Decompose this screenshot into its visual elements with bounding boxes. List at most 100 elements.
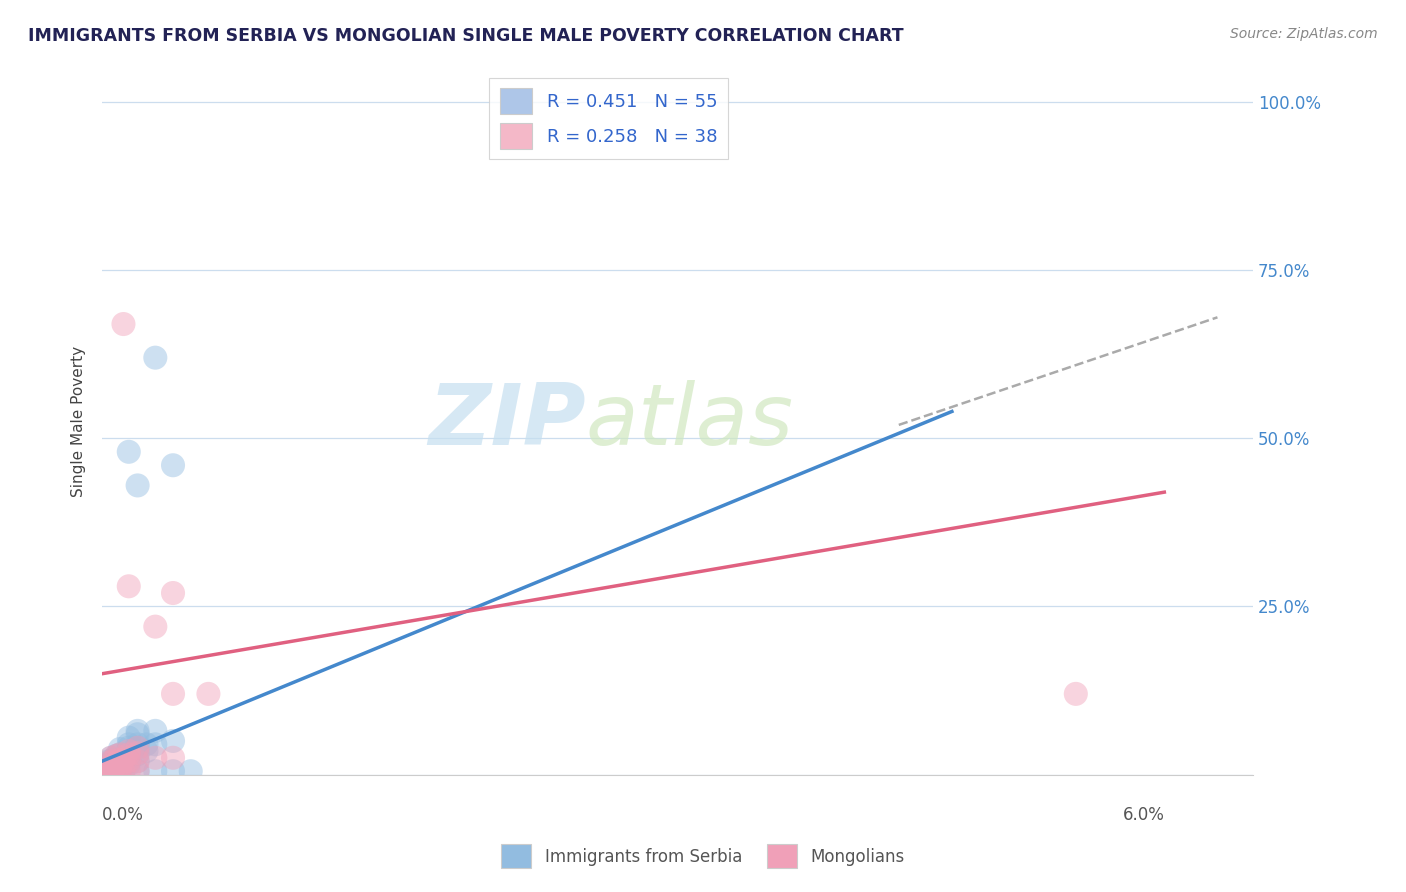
Point xyxy=(94,764,117,779)
Point xyxy=(135,744,157,758)
Point xyxy=(100,751,122,765)
Point xyxy=(100,764,122,779)
Point xyxy=(180,764,202,779)
Point xyxy=(100,756,122,770)
Point xyxy=(1064,687,1087,701)
Point xyxy=(105,754,128,768)
Point xyxy=(127,478,149,492)
Point xyxy=(162,687,184,701)
Point xyxy=(112,753,135,767)
Point xyxy=(118,737,141,751)
Point xyxy=(118,740,141,755)
Point xyxy=(112,757,135,772)
Point xyxy=(105,764,128,779)
Point xyxy=(197,687,219,701)
Point xyxy=(118,764,141,779)
Point xyxy=(104,757,127,772)
Legend: Immigrants from Serbia, Mongolians: Immigrants from Serbia, Mongolians xyxy=(495,838,911,875)
Point xyxy=(101,764,124,779)
Point xyxy=(162,458,184,473)
Point xyxy=(94,764,117,779)
Point xyxy=(104,764,127,779)
Point xyxy=(105,756,128,770)
Point xyxy=(100,759,122,773)
Point xyxy=(112,764,135,779)
Point xyxy=(108,742,131,756)
Point xyxy=(101,754,124,768)
Point xyxy=(112,317,135,331)
Point xyxy=(135,737,157,751)
Point xyxy=(118,445,141,459)
Point xyxy=(162,764,184,779)
Point xyxy=(98,754,121,768)
Point xyxy=(100,751,122,765)
Point xyxy=(94,761,117,775)
Point xyxy=(98,764,121,779)
Point xyxy=(98,764,121,779)
Point xyxy=(105,748,128,763)
Point xyxy=(96,764,118,779)
Point xyxy=(108,747,131,762)
Point xyxy=(101,762,124,776)
Point xyxy=(127,764,149,779)
Point xyxy=(162,734,184,748)
Point xyxy=(101,764,124,779)
Point xyxy=(98,756,121,770)
Point xyxy=(127,723,149,738)
Text: atlas: atlas xyxy=(585,380,793,463)
Point xyxy=(127,754,149,768)
Point xyxy=(143,751,166,765)
Point xyxy=(118,731,141,745)
Point xyxy=(118,747,141,762)
Y-axis label: Single Male Poverty: Single Male Poverty xyxy=(72,346,86,497)
Point xyxy=(127,754,149,768)
Point xyxy=(98,759,121,773)
Point xyxy=(143,620,166,634)
Text: Source: ZipAtlas.com: Source: ZipAtlas.com xyxy=(1230,27,1378,41)
Point xyxy=(108,764,131,779)
Point xyxy=(107,756,129,770)
Point xyxy=(118,754,141,768)
Text: 6.0%: 6.0% xyxy=(1122,806,1164,824)
Point xyxy=(96,757,118,772)
Point xyxy=(108,761,131,775)
Point xyxy=(143,764,166,779)
Point xyxy=(112,754,135,768)
Point xyxy=(105,748,128,763)
Point xyxy=(108,764,131,779)
Point xyxy=(105,761,128,775)
Point xyxy=(143,351,166,365)
Point xyxy=(112,764,135,779)
Point xyxy=(162,586,184,600)
Point xyxy=(143,737,166,751)
Text: IMMIGRANTS FROM SERBIA VS MONGOLIAN SINGLE MALE POVERTY CORRELATION CHART: IMMIGRANTS FROM SERBIA VS MONGOLIAN SING… xyxy=(28,27,904,45)
Point xyxy=(93,764,115,779)
Point xyxy=(127,737,149,751)
Point xyxy=(118,757,141,772)
Point xyxy=(162,751,184,765)
Point xyxy=(108,753,131,767)
Point xyxy=(127,740,149,755)
Point xyxy=(96,761,118,775)
Text: 0.0%: 0.0% xyxy=(103,806,143,824)
Point xyxy=(108,753,131,767)
Point xyxy=(118,744,141,758)
Point xyxy=(105,764,128,779)
Point xyxy=(118,747,141,762)
Legend: R = 0.451   N = 55, R = 0.258   N = 38: R = 0.451 N = 55, R = 0.258 N = 38 xyxy=(489,78,728,160)
Point xyxy=(100,764,122,779)
Point xyxy=(143,723,166,738)
Point xyxy=(100,764,122,779)
Point xyxy=(96,764,118,779)
Point xyxy=(118,754,141,768)
Point xyxy=(108,761,131,775)
Point xyxy=(101,753,124,767)
Point xyxy=(104,761,127,775)
Point xyxy=(127,764,149,779)
Point xyxy=(108,764,131,779)
Point xyxy=(127,740,149,755)
Point xyxy=(118,579,141,593)
Point xyxy=(127,746,149,760)
Point xyxy=(127,747,149,762)
Point xyxy=(108,747,131,762)
